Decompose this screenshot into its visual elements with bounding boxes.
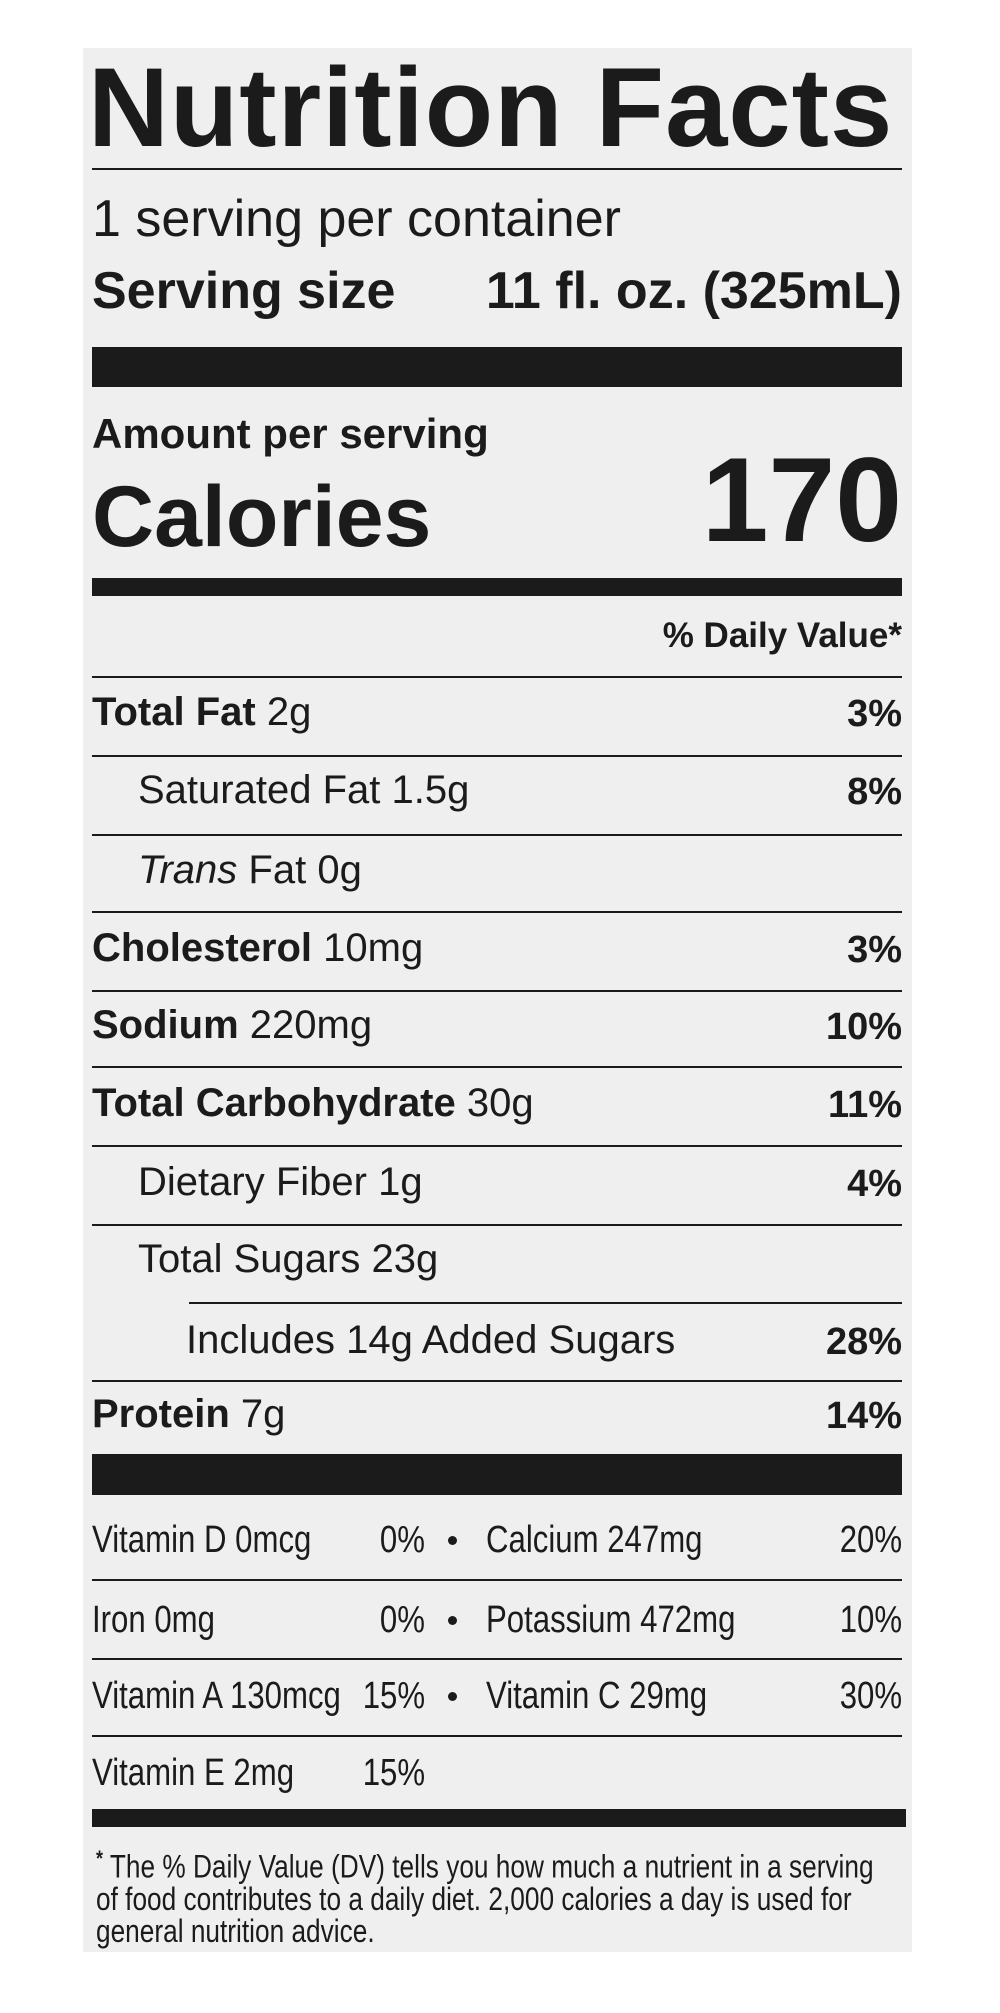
bullet [448, 1616, 457, 1625]
nutrient-row: Protein 7g [92, 1394, 285, 1434]
nutrient-dv: 10% [825, 1006, 902, 1048]
row-rule [92, 834, 902, 836]
nutrient-dv: 3% [847, 693, 902, 735]
bullet [448, 1692, 457, 1701]
nutrient-name: Total Sugars [138, 1237, 361, 1281]
nutrient-dv: 14% [825, 1395, 902, 1437]
title: Nutrition Facts [88, 45, 894, 170]
nutrient-dv: 4% [847, 1163, 902, 1205]
serving-size-value: 11 fl. oz. (325mL) [485, 262, 902, 320]
row-rule [92, 676, 902, 678]
vitamin-name: Vitamin E 2mg [92, 1752, 295, 1794]
vitamin-dv: 0% [379, 1599, 425, 1641]
footnote-mark: * [96, 1846, 104, 1871]
calories-value: 170 [701, 433, 902, 567]
vitamin-name: Vitamin D 0mcg [92, 1519, 312, 1561]
nutrient-prefix: Trans [138, 848, 238, 892]
vitamin-rule [92, 1658, 902, 1660]
nutrient-name: Dietary Fiber [138, 1160, 367, 1204]
vitamin-name: Iron 0mg [92, 1599, 215, 1641]
thick-bar [92, 1454, 902, 1495]
nutrient-name: Sodium [92, 1003, 239, 1047]
thin-rule [92, 168, 902, 170]
vitamin-dv: 20% [839, 1519, 902, 1561]
nutrient-dv: 11% [828, 1084, 902, 1126]
row-rule [92, 911, 902, 913]
vitamin-name: Vitamin A 130mcg [92, 1675, 341, 1717]
nutrient-name: Total Fat [92, 690, 256, 734]
footnote-text: The % Daily Value (DV) tells you how muc… [96, 1848, 874, 1949]
nutrient-dv: 28% [825, 1321, 902, 1363]
thick-bar [92, 347, 902, 387]
nutrient-name: Cholesterol [92, 926, 313, 970]
amount-per-serving: Amount per serving [92, 410, 489, 457]
row-rule [92, 755, 902, 757]
row-rule [92, 990, 902, 992]
nutrient-row: Dietary Fiber 1g [138, 1162, 423, 1202]
nutrient-row: Total Fat 2g [92, 692, 311, 732]
nutrient-row: Saturated Fat 1.5g [138, 770, 469, 810]
nutrient-amount: 7g [240, 1392, 286, 1436]
nutrient-row: Total Sugars 23g [138, 1239, 438, 1279]
nutrient-name: Saturated Fat [138, 768, 381, 812]
vitamin-name: Calcium 247mg [486, 1519, 703, 1561]
vitamin-dv: 15% [362, 1752, 425, 1794]
vitamin-dv: 0% [379, 1519, 425, 1561]
servings: 1 serving per container [92, 190, 621, 248]
nutrient-amount: 30g [466, 1081, 534, 1125]
vitamin-dv: 10% [839, 1599, 902, 1641]
nutrient-name: Includes 14g Added Sugars [186, 1318, 676, 1362]
medium-bar [92, 1809, 906, 1827]
medium-bar [92, 578, 902, 596]
daily-value-header: % Daily Value* [662, 615, 902, 655]
nutrient-amount: 0g [317, 848, 362, 892]
nutrient-amount: 1g [378, 1160, 423, 1204]
nutrient-amount: 1.5g [391, 768, 470, 812]
serving-size-label: Serving size [92, 262, 396, 320]
nutrition-label: Nutrition Facts 1 serving per container Se… [83, 48, 912, 1952]
nutrient-amount: 10mg [323, 926, 424, 970]
row-rule [92, 1224, 902, 1226]
row-rule [92, 1145, 902, 1147]
vitamin-rule [92, 1735, 902, 1737]
vitamin-dv: 15% [362, 1675, 425, 1717]
bullet [448, 1536, 457, 1545]
nutrient-row: Sodium 220mg [92, 1005, 372, 1045]
vitamin-name: Vitamin C 29mg [486, 1675, 708, 1717]
nutrient-dv: 8% [847, 771, 902, 813]
nutrient-amount: 23g [371, 1237, 439, 1281]
nutrient-row: Trans Fat 0g [138, 850, 362, 890]
nutrient-row: Includes 14g Added Sugars [186, 1320, 675, 1360]
nutrient-row: Cholesterol 10mg [92, 928, 423, 968]
nutrient-dv: 3% [847, 929, 902, 971]
row-rule [92, 1066, 902, 1068]
nutrient-name: Total Carbohydrate [92, 1081, 456, 1125]
nutrient-row: Total Carbohydrate 30g [92, 1083, 534, 1123]
vitamin-name: Potassium 472mg [486, 1599, 736, 1641]
calories-label: Calories [92, 469, 432, 565]
nutrient-name: Protein [92, 1392, 230, 1436]
footnote: * The % Daily Value (DV) tells you how m… [96, 1843, 900, 1947]
vitamin-rule [92, 1579, 902, 1581]
nutrient-amount: 220mg [249, 1003, 373, 1047]
nutrient-name: Fat [248, 848, 307, 892]
vitamin-dv: 30% [839, 1675, 902, 1717]
row-rule [92, 1380, 902, 1382]
nutrient-amount: 2g [266, 690, 312, 734]
row-rule [189, 1302, 902, 1304]
